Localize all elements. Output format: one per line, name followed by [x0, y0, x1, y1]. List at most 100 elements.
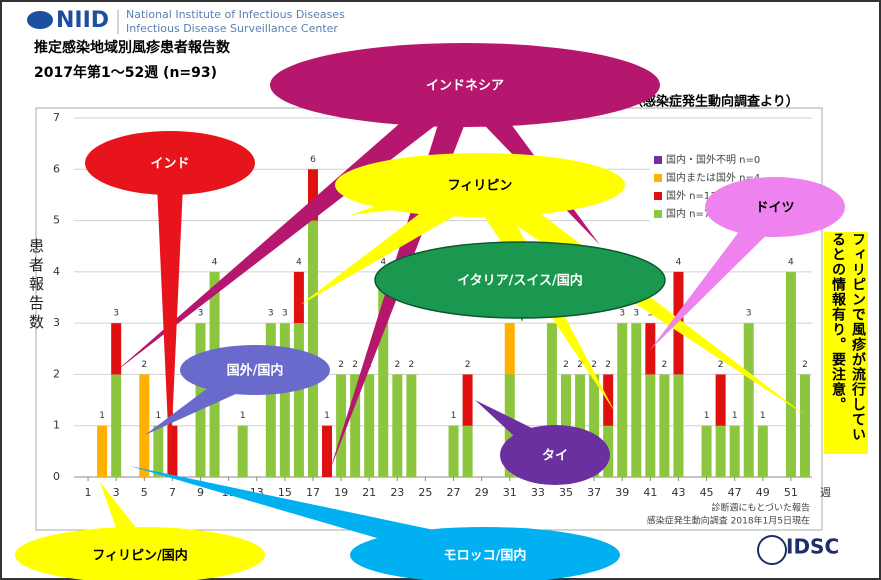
x-tick-label: 37 — [587, 486, 601, 499]
source: （感染症発生動向調査より） — [630, 94, 799, 110]
org-name: National Institute of Infectious Disease… — [126, 8, 345, 21]
callout-pointer — [115, 74, 474, 372]
legend-swatch — [654, 210, 662, 218]
value-label: 3 — [746, 309, 752, 319]
value-label: 4 — [788, 257, 794, 267]
bar-segment — [645, 323, 656, 375]
y-tick-label: 1 — [53, 419, 60, 432]
legend-label: 国外 n=11 — [666, 190, 717, 202]
value-label: 2 — [352, 360, 358, 370]
x-tick-label: 47 — [728, 486, 742, 499]
bar-segment — [293, 271, 304, 324]
value-label: 1 — [451, 411, 457, 421]
bar-segment — [785, 271, 796, 477]
legend-swatch — [654, 156, 662, 164]
callout-bubble — [15, 527, 265, 580]
y-tick-label: 3 — [53, 316, 60, 329]
value-label: 3 — [619, 309, 625, 319]
x-tick-label: 25 — [418, 486, 432, 499]
idsc-globe — [757, 535, 787, 565]
legend-label: 国内 n=78 — [666, 207, 717, 220]
bar-segment — [757, 425, 768, 477]
bar-segment — [111, 323, 122, 375]
value-label: 2 — [591, 360, 597, 370]
value-label: 3 — [647, 309, 653, 319]
value-label: 1 — [155, 411, 161, 421]
subtitle: 2017年第1～52週 (n=93) — [34, 64, 217, 81]
callout-bubble — [500, 425, 610, 485]
bar-segment — [729, 425, 740, 477]
callout-bubble — [85, 131, 255, 195]
bar-segment — [279, 323, 290, 477]
bar-segment — [673, 374, 684, 477]
callout-label: イタリア/スイス/国内 — [457, 273, 583, 289]
title: 推定感染地域別風疹患者報告数 — [34, 39, 231, 56]
value-label: 3 — [633, 309, 639, 319]
value-label: 2 — [465, 360, 471, 370]
x-tick-label: 41 — [643, 486, 657, 499]
x-tick-label: 5 — [141, 486, 148, 499]
bar-segment — [111, 374, 122, 477]
legend-swatch — [654, 174, 662, 182]
value-label: 4 — [212, 257, 218, 267]
bar-segment — [715, 425, 726, 477]
bar-segment — [350, 374, 361, 477]
bar-segment — [504, 323, 515, 375]
callout-bubble — [180, 345, 330, 395]
bar-segment — [265, 323, 276, 477]
value-label: 2 — [662, 360, 668, 370]
callout-label: ドイツ — [755, 201, 794, 216]
callout-label: インド — [150, 157, 189, 172]
y-tick-label: 4 — [53, 265, 60, 278]
callout-bubble — [350, 527, 620, 580]
x-tick-label: 1 — [85, 486, 92, 499]
logo-text: NIID — [56, 8, 109, 33]
bar-segment — [448, 425, 459, 477]
legend-swatch — [654, 192, 662, 200]
value-label: 2 — [141, 360, 147, 370]
value-label: 4 — [380, 257, 386, 267]
value-label: 1 — [99, 411, 105, 421]
y-tick-label: 2 — [53, 367, 60, 380]
y-tick-label: 7 — [53, 111, 60, 124]
callout-pointer — [156, 163, 184, 472]
x-tick-label: 21 — [362, 486, 376, 499]
x-tick-label: 23 — [390, 486, 404, 499]
value-label: 2 — [394, 360, 400, 370]
value-label: 2 — [802, 360, 808, 370]
bar-segment — [378, 271, 389, 477]
value-label: 4 — [676, 257, 682, 267]
bar-segment — [701, 425, 712, 477]
y-tick-label: 6 — [53, 162, 60, 175]
callout-label: タイ — [542, 449, 568, 464]
bar-segment — [462, 374, 473, 426]
bar-segment — [139, 374, 150, 477]
y-tick-label: 0 — [53, 470, 60, 483]
note: 感染症発生動向調査 2018年1月5日現在 — [647, 515, 810, 527]
bar-segment — [97, 425, 108, 477]
x-axis-label: 週 — [820, 486, 831, 499]
x-tick-label: 31 — [503, 486, 517, 499]
value-label: 2 — [718, 360, 724, 370]
x-tick-label: 9 — [197, 486, 204, 499]
bar-segment — [237, 425, 248, 477]
x-tick-label: 3 — [113, 486, 120, 499]
value-label: 1 — [324, 411, 330, 421]
bar-segment — [546, 323, 557, 477]
y-tick-label: 5 — [53, 214, 60, 227]
callout-label: インドネシア — [426, 79, 504, 94]
center-name: Infectious Disease Surveillance Center — [126, 22, 338, 35]
x-tick-label: 19 — [334, 486, 348, 499]
callout-label: フィリピン/国内 — [92, 548, 188, 564]
value-label: 2 — [338, 360, 344, 370]
bar-segment — [631, 323, 642, 477]
bar-segment — [575, 374, 586, 477]
callout-label: モロッコ/国内 — [444, 548, 527, 564]
bar-segment — [462, 425, 473, 477]
x-tick-label: 33 — [531, 486, 545, 499]
x-tick-label: 43 — [671, 486, 685, 499]
bar-segment — [336, 374, 347, 477]
note: 診断週にもとづいた報告 — [712, 502, 810, 514]
callout-bubble — [374, 241, 666, 319]
